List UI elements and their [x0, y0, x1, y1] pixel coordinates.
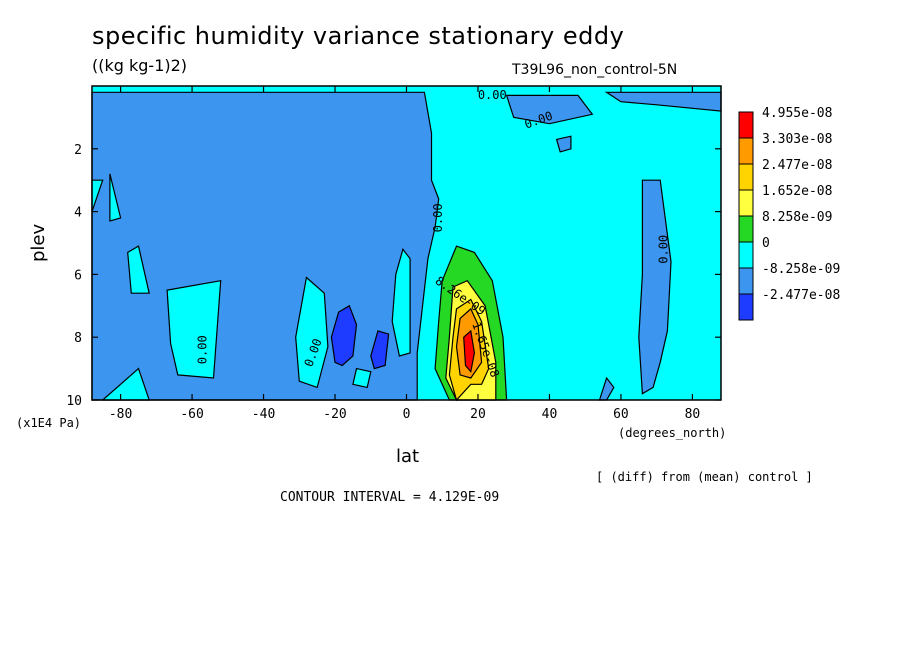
- contour-fills: [91, 86, 722, 402]
- contour-region: [330, 304, 358, 367]
- contour-label: 0.00: [656, 235, 670, 264]
- colorbar-label: 4.955e-08: [762, 106, 832, 121]
- colorbar-label: 8.258e-09: [762, 210, 832, 225]
- contour-region: [638, 179, 672, 395]
- x-tick-label: -20: [323, 407, 346, 422]
- contour-region: [463, 329, 476, 374]
- colorbar-swatch: [738, 293, 754, 321]
- colorbar-label: 2.477e-08: [762, 158, 832, 173]
- x-tick-label: -80: [109, 407, 132, 422]
- colorbar-swatch: [738, 189, 754, 217]
- colorbar-swatch: [738, 163, 754, 191]
- contour-region: [391, 247, 411, 357]
- contour-interval: CONTOUR INTERVAL = 4.129E-09: [280, 490, 500, 505]
- contour-label: 0.00: [195, 335, 209, 364]
- contour-region: [604, 91, 722, 112]
- chart-title: specific humidity variance stationary ed…: [92, 22, 625, 50]
- colorbar: 4.955e-08 3.303e-08 2.477e-08 1.652e-08 8.25…: [738, 106, 840, 321]
- x-tick-label: 0: [403, 407, 411, 422]
- contour-region: [127, 245, 150, 294]
- colorbar-swatch: [738, 241, 754, 269]
- y-axis-ticks: 2 4 6 8 10: [66, 143, 721, 409]
- x-axis-units: (degrees_north): [618, 426, 727, 440]
- x-axis-ticks: -80 -60 -40 -20 0 20 40 60 80: [109, 86, 700, 422]
- y-tick-label: 2: [74, 143, 82, 158]
- x-tick-label: -60: [180, 407, 203, 422]
- contour-label: 0.00: [431, 203, 445, 232]
- x-tick-label: 80: [685, 407, 701, 422]
- y-axis-units: (x1E4 Pa): [16, 416, 82, 430]
- colorbar-label: 3.303e-08: [762, 132, 832, 147]
- colorbar-label: -8.258e-09: [762, 262, 840, 277]
- x-tick-label: 60: [613, 407, 629, 422]
- run-label: T39L96_non_control-5N: [512, 62, 678, 78]
- diff-note: [ (diff) from (mean) control ]: [596, 470, 813, 484]
- x-tick-label: -40: [252, 407, 275, 422]
- chart-units: ((kg kg-1)2): [92, 56, 188, 75]
- contour-region: [352, 367, 372, 389]
- contour-region: [295, 276, 329, 389]
- contour-region: [555, 135, 572, 153]
- colorbar-swatch: [738, 137, 754, 165]
- contour-label: 0.00: [478, 88, 507, 102]
- colorbar-label: -2.477e-08: [762, 288, 840, 303]
- colorbar-label: 0: [762, 236, 770, 251]
- contour-region: [505, 94, 594, 125]
- colorbar-label: 1.652e-08: [762, 184, 832, 199]
- contour-region: [370, 330, 390, 370]
- colorbar-swatch: [738, 111, 754, 139]
- y-tick-label: 8: [74, 331, 82, 346]
- y-tick-label: 10: [66, 394, 82, 409]
- x-tick-label: 40: [542, 407, 558, 422]
- colorbar-swatch: [738, 215, 754, 243]
- y-tick-label: 4: [74, 206, 82, 221]
- y-tick-label: 6: [74, 268, 82, 283]
- x-tick-label: 20: [470, 407, 486, 422]
- x-axis-label: lat: [396, 446, 420, 467]
- contour-region: [109, 173, 122, 222]
- colorbar-swatch: [738, 267, 754, 295]
- contour-region: [166, 279, 222, 379]
